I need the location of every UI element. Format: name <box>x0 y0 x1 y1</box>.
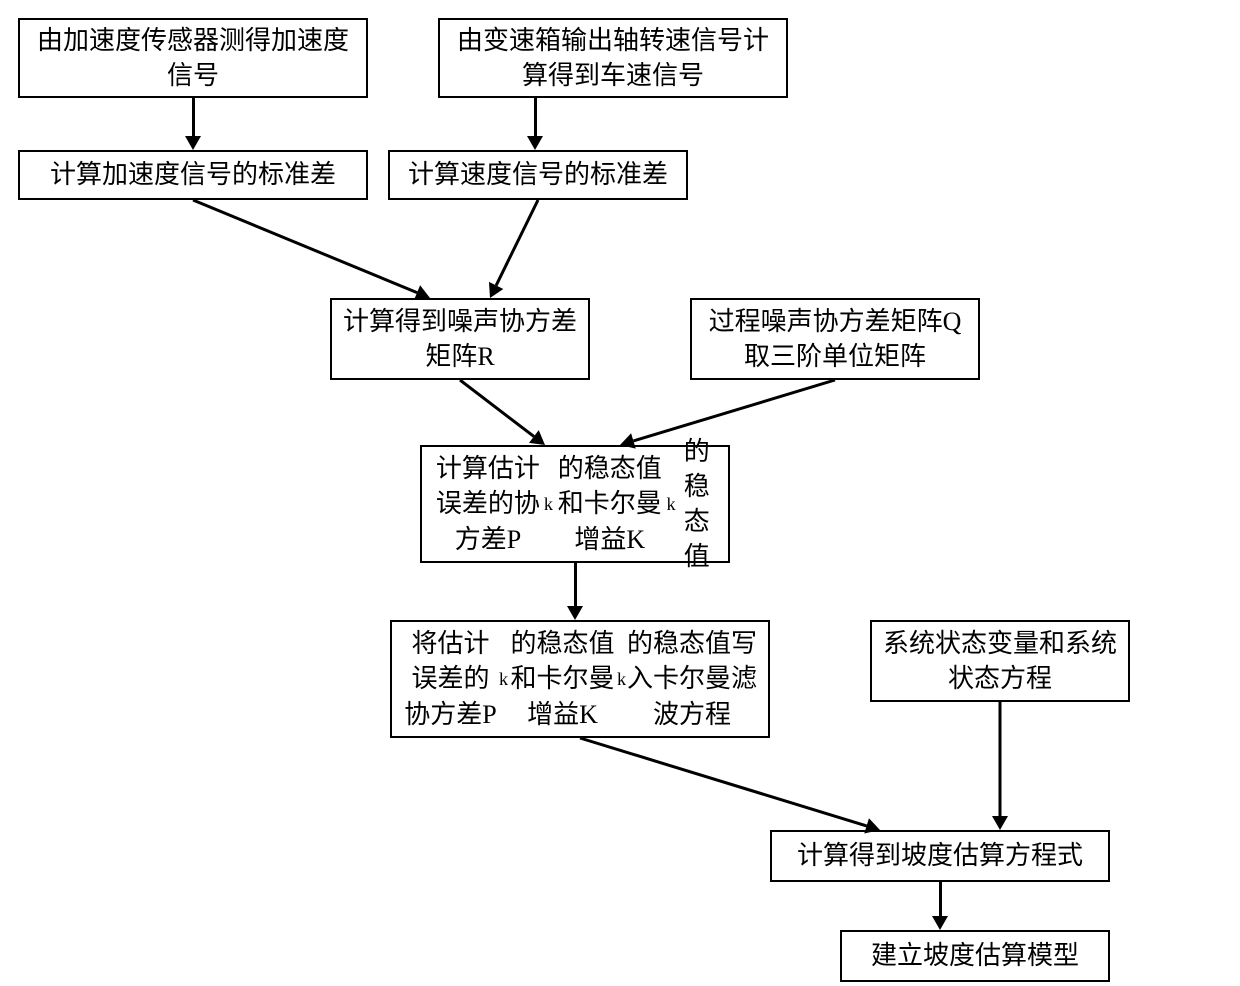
arrow-line <box>939 882 942 918</box>
arrow-head-icon <box>567 606 583 620</box>
arrow-head-icon <box>932 916 948 930</box>
arrow-connector <box>600 360 855 465</box>
node-slope-model: 建立坡度估算模型 <box>840 930 1110 982</box>
node-gearbox-speed: 由变速箱输出轴转速信号计算得到车速信号 <box>438 18 788 98</box>
arrow-connector <box>173 180 450 318</box>
arrow-connector <box>980 682 1020 850</box>
arrow-head-icon <box>185 136 201 150</box>
arrow-connector <box>560 718 900 850</box>
arrow-line <box>534 98 537 138</box>
arrow-line <box>574 563 577 608</box>
arrow-connector <box>440 360 565 465</box>
node-accel-sensor: 由加速度传感器测得加速度信号 <box>18 18 368 98</box>
arrow-connector <box>470 180 558 318</box>
arrow-line <box>192 98 195 138</box>
arrow-head-icon <box>527 136 543 150</box>
